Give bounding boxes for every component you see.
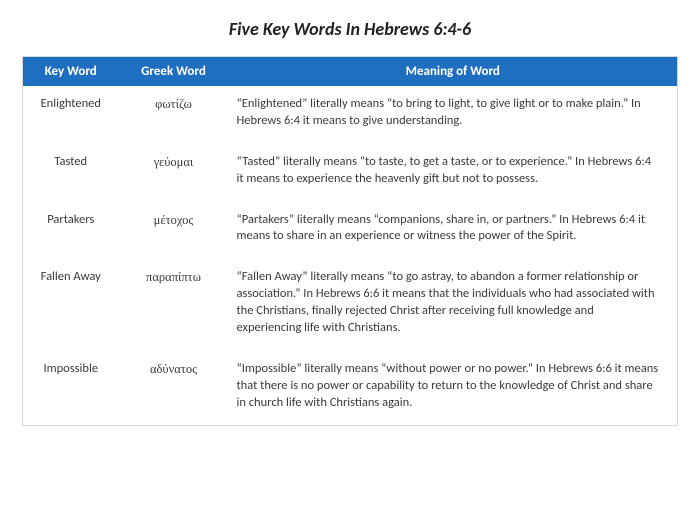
table-row: Enlightened φωτίζω “Enlightened” literal… — [23, 86, 678, 144]
cell-keyword: Impossible — [23, 351, 119, 426]
cell-greek: φωτίζω — [119, 86, 229, 144]
cell-greek: γεύομαι — [119, 144, 229, 202]
table-row: Impossible αδύνατος “Impossible” literal… — [23, 351, 678, 426]
cell-keyword: Enlightened — [23, 86, 119, 144]
table-row: Partakers μέτοχος “Partakers” literally … — [23, 202, 678, 260]
cell-meaning: “Tasted” literally means “to taste, to g… — [229, 144, 678, 202]
header-keyword: Key Word — [23, 57, 119, 87]
cell-keyword: Partakers — [23, 202, 119, 260]
header-greek: Greek Word — [119, 57, 229, 87]
page-title: Five Key Words In Hebrews 6:4-6 — [22, 18, 678, 40]
cell-keyword: Fallen Away — [23, 259, 119, 351]
table-row: Fallen Away παραπίπτω “Fallen Away” lite… — [23, 259, 678, 351]
cell-meaning: “Partakers” literally means “companions,… — [229, 202, 678, 260]
cell-meaning: “Enlightened” literally means “to bring … — [229, 86, 678, 144]
cell-keyword: Tasted — [23, 144, 119, 202]
cell-greek: μέτοχος — [119, 202, 229, 260]
table-header-row: Key Word Greek Word Meaning of Word — [23, 57, 678, 87]
cell-meaning: “Fallen Away” literally means “to go ast… — [229, 259, 678, 351]
cell-meaning: “Impossible” literally means “without po… — [229, 351, 678, 426]
cell-greek: παραπίπτω — [119, 259, 229, 351]
header-meaning: Meaning of Word — [229, 57, 678, 87]
table-row: Tasted γεύομαι “Tasted” literally means … — [23, 144, 678, 202]
cell-greek: αδύνατος — [119, 351, 229, 426]
keywords-table: Key Word Greek Word Meaning of Word Enli… — [22, 56, 678, 426]
